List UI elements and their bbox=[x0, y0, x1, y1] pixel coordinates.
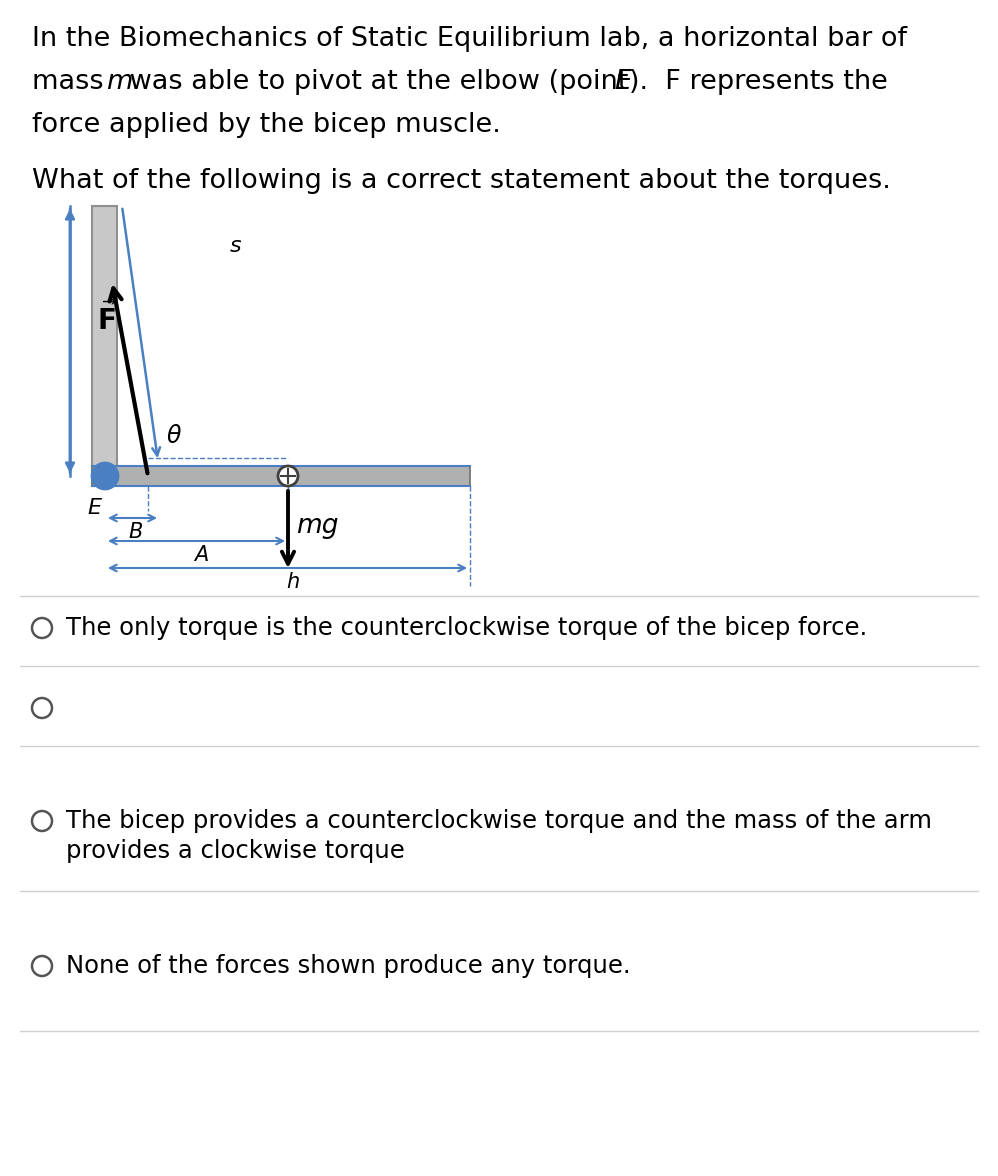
Bar bbox=[92, 206, 117, 486]
Circle shape bbox=[32, 619, 52, 639]
Text: B: B bbox=[129, 522, 143, 542]
Text: E: E bbox=[614, 69, 631, 95]
Circle shape bbox=[32, 811, 52, 831]
Text: provides a clockwise torque: provides a clockwise torque bbox=[66, 838, 405, 863]
Bar bbox=[92, 466, 470, 486]
Text: m: m bbox=[106, 69, 133, 95]
Circle shape bbox=[92, 463, 118, 489]
Text: force applied by the bicep muscle.: force applied by the bicep muscle. bbox=[32, 112, 501, 138]
Text: s: s bbox=[230, 236, 242, 256]
Circle shape bbox=[32, 956, 52, 976]
Text: mass: mass bbox=[32, 69, 112, 95]
Text: was able to pivot at the elbow (point: was able to pivot at the elbow (point bbox=[121, 69, 637, 95]
Text: mg: mg bbox=[296, 513, 338, 539]
Circle shape bbox=[32, 699, 52, 719]
Text: h: h bbox=[285, 572, 299, 592]
Text: The bicep provides a counterclockwise torque and the mass of the arm: The bicep provides a counterclockwise to… bbox=[66, 809, 932, 833]
Text: None of the forces shown produce any torque.: None of the forces shown produce any tor… bbox=[66, 954, 631, 978]
Text: $\vec{\mathbf{F}}$: $\vec{\mathbf{F}}$ bbox=[97, 302, 117, 336]
Text: $\theta$: $\theta$ bbox=[166, 425, 182, 448]
Text: In the Biomechanics of Static Equilibrium lab, a horizontal bar of: In the Biomechanics of Static Equilibriu… bbox=[32, 26, 907, 52]
Circle shape bbox=[278, 466, 298, 486]
Text: The only torque is the counterclockwise torque of the bicep force.: The only torque is the counterclockwise … bbox=[66, 616, 867, 640]
Text: A: A bbox=[195, 544, 209, 564]
Text: What of the following is a correct statement about the torques.: What of the following is a correct state… bbox=[32, 168, 891, 194]
Text: ).  F represents the: ). F represents the bbox=[629, 69, 888, 95]
Text: E: E bbox=[87, 497, 101, 517]
